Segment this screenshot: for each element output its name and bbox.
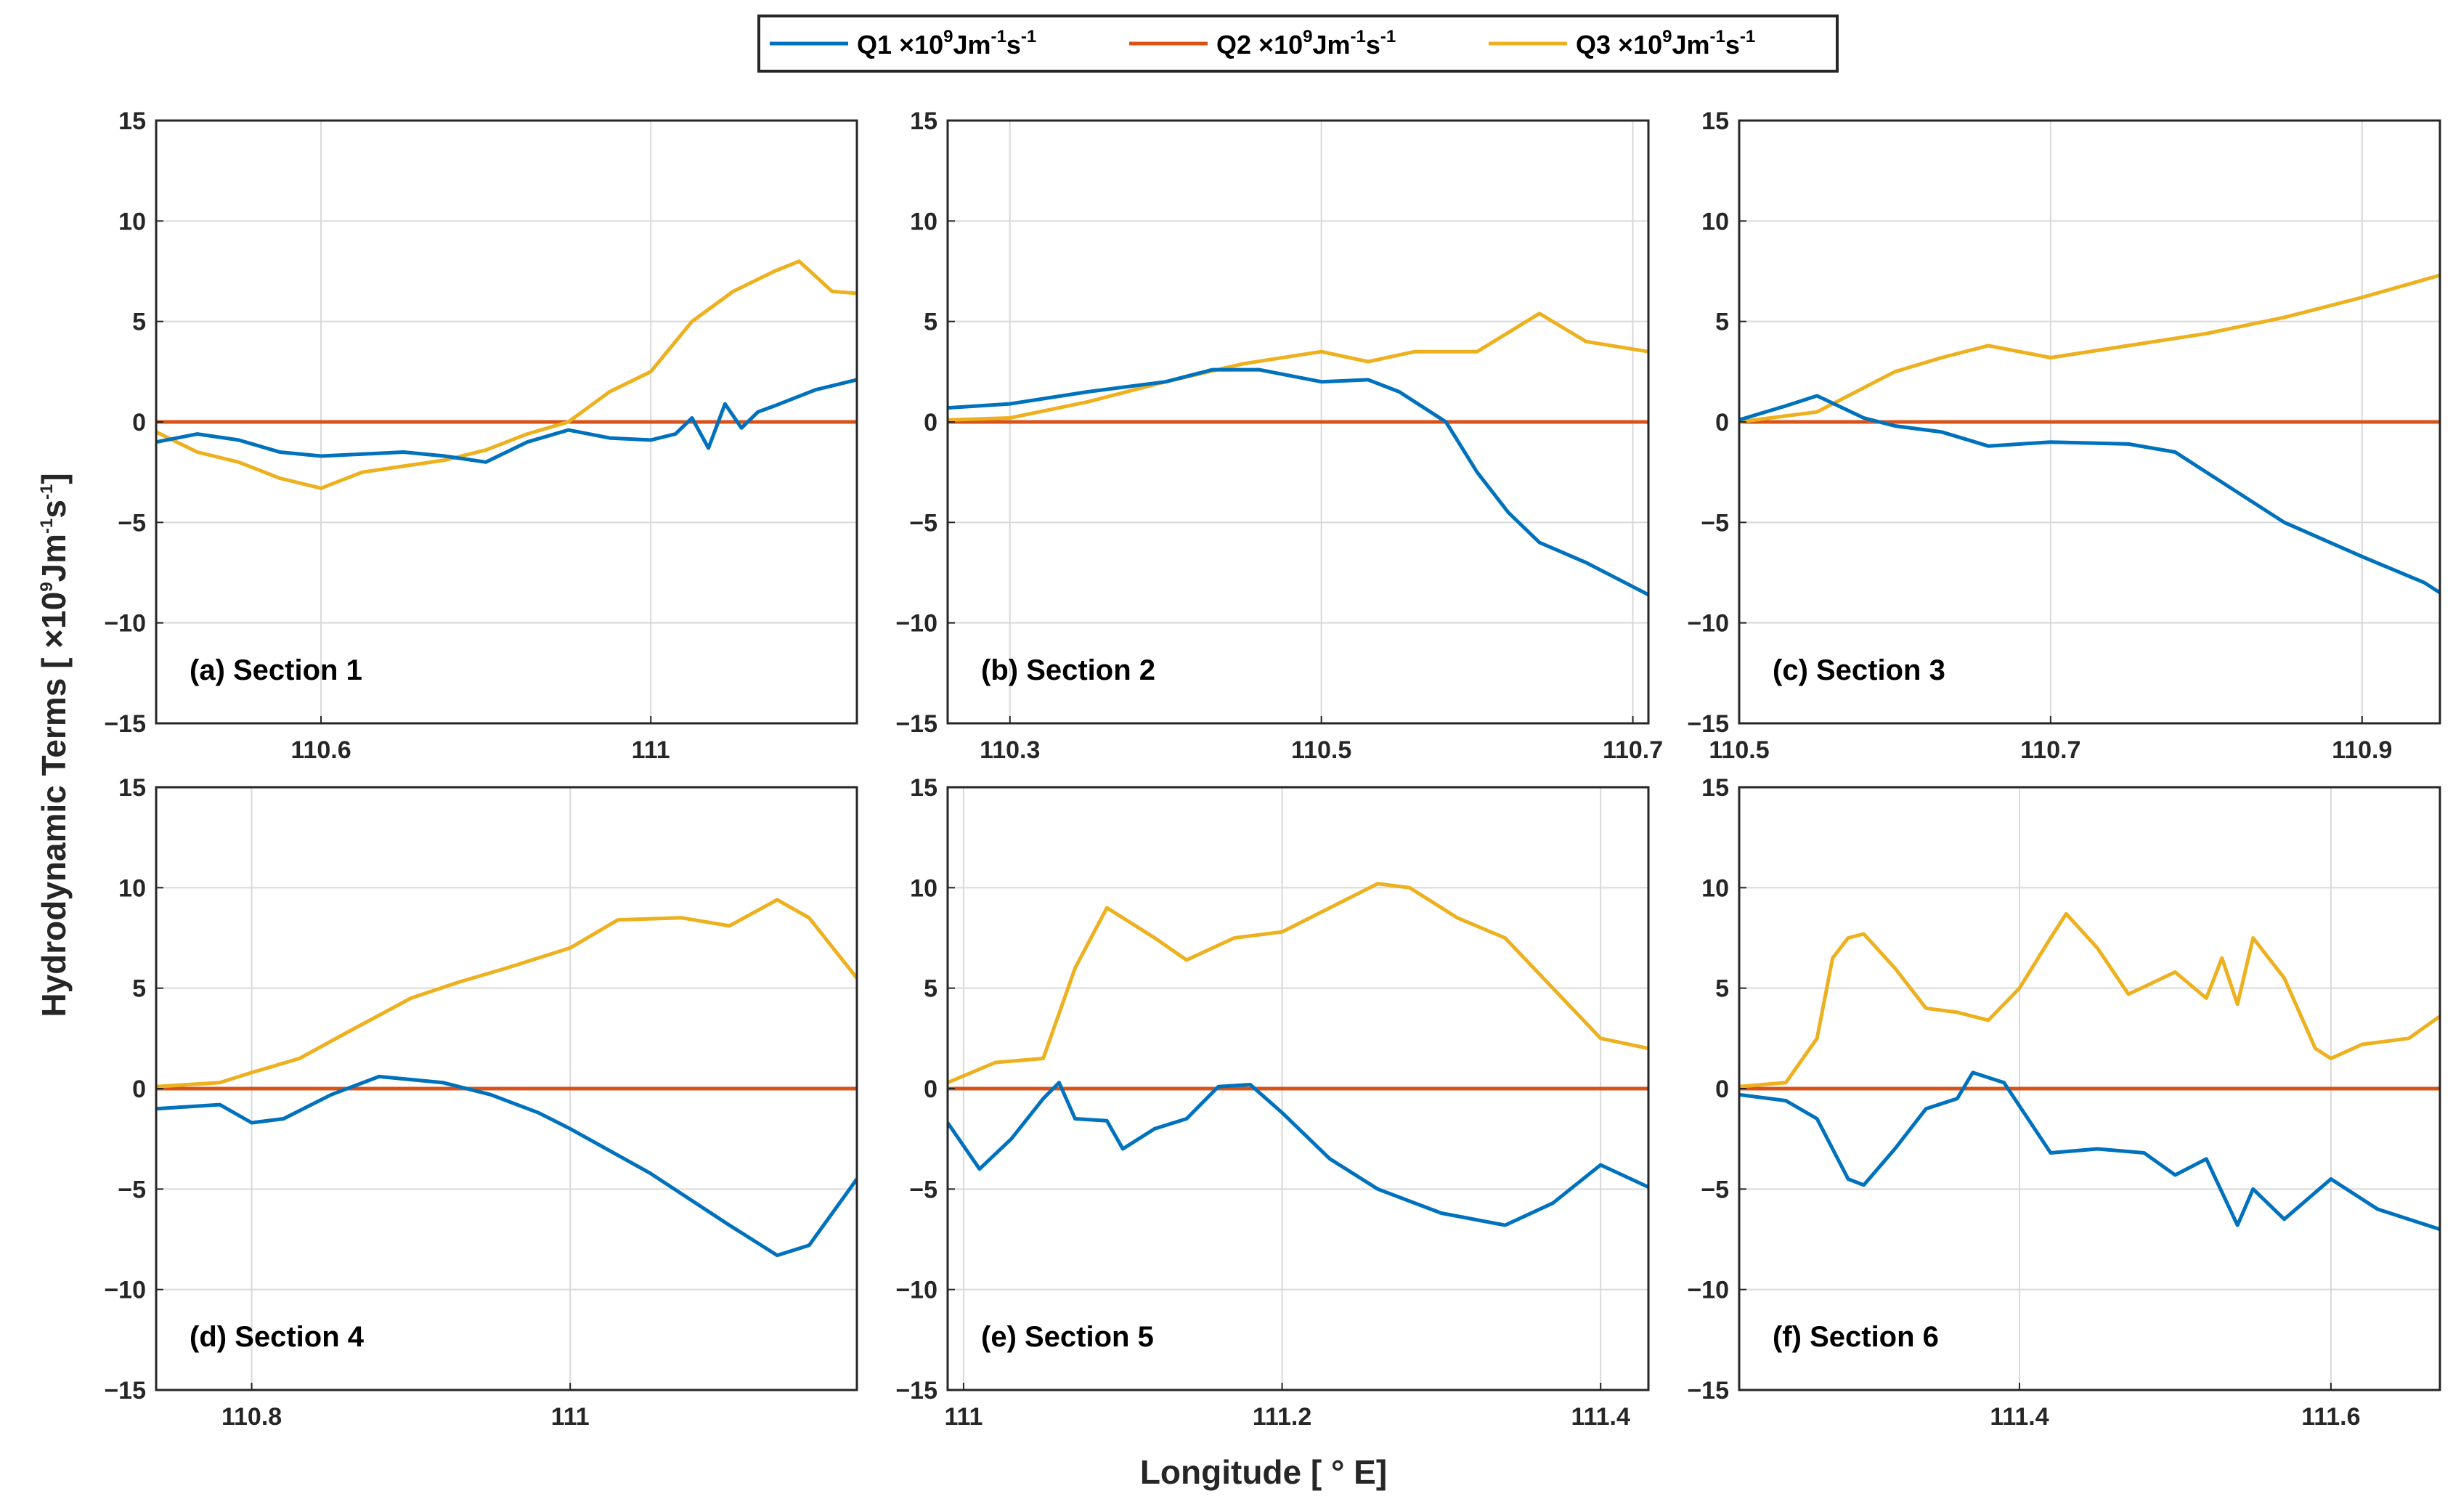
panel-5-ytick-label: 5 [1715, 975, 1729, 1003]
panel-2-ytick-label: 5 [1715, 309, 1729, 336]
panel-0-ytick-label: 5 [132, 309, 146, 336]
panel-3-ytick-label: 0 [132, 1076, 146, 1103]
panel-1-ytick-label: −5 [909, 509, 937, 537]
panel-5-xtick-label: 111.4 [1990, 1403, 2049, 1431]
panel-3-ytick-label: 10 [118, 874, 146, 902]
panel-1-xtick-label: 110.5 [1291, 736, 1351, 764]
panel-5-title: (f) Section 6 [1773, 1321, 1939, 1353]
panel-0-ytick-label: −15 [104, 710, 146, 738]
panel-5-ytick-label: 0 [1715, 1076, 1729, 1103]
panel-2-xtick-label: 110.5 [1709, 736, 1769, 764]
panel-5-ytick-label: 10 [1701, 874, 1729, 902]
panel-4-series-q1 [948, 1081, 1648, 1227]
panel-0-ytick-label: 15 [118, 107, 146, 135]
legend-label-q1: Q1 ×109Jm-1s-1 [857, 27, 1036, 60]
panel-1-title: (b) Section 2 [981, 654, 1155, 686]
panel-5-ytick-label: −15 [1687, 1377, 1729, 1405]
panel-0-ytick-label: −10 [104, 610, 146, 638]
panel-2-xtick-label: 110.7 [2020, 736, 2080, 764]
panel-1-ytick-label: −10 [895, 610, 937, 638]
panel-3-xtick-label: 111 [551, 1403, 590, 1431]
panel-2-series-q3 [1739, 273, 2440, 424]
panel-b: −15 −10 −5 0 5 10 15 110.3 110.5 110.7 (b) Section… [895, 107, 1663, 764]
y-axis-label: Hydrodynamic Terms [ ×109Jm-1s-1] [35, 473, 73, 1017]
panel-2-xtick-label: 110.9 [2332, 736, 2392, 764]
panel-0-title: (a) Section 1 [190, 654, 362, 686]
panel-4-ytick-label: −5 [909, 1176, 937, 1203]
panel-0-ytick-label: −5 [118, 509, 146, 537]
panel-5-series-q3 [1739, 911, 2440, 1089]
panel-4-xtick-label: 111.4 [1571, 1403, 1630, 1431]
panel-1-ytick-label: 15 [910, 107, 937, 135]
panel-a: −15 −10 −5 0 5 10 15 110.6 111 (a) Section 1 [104, 107, 858, 764]
panel-1-xtick-label: 110.3 [980, 736, 1040, 764]
panel-4-ytick-label: 5 [924, 975, 937, 1003]
panel-3-ytick-label: 5 [132, 975, 146, 1003]
panel-3-series-q1 [156, 1074, 857, 1258]
panel-2-ytick-label: −5 [1701, 509, 1729, 537]
panel-1-xtick-label: 110.7 [1603, 736, 1663, 764]
panel-4-xtick-label: 111.2 [1253, 1403, 1311, 1431]
panel-1-series-q1 [948, 367, 1648, 597]
panel-2-title: (c) Section 3 [1773, 654, 1945, 686]
panel-3-ytick-label: −10 [104, 1277, 146, 1304]
panel-3-xtick-label: 110.8 [221, 1403, 282, 1431]
panel-4-ytick-label: −15 [895, 1377, 937, 1405]
panel-4-title: (e) Section 5 [981, 1321, 1154, 1353]
panel-4-ytick-label: 10 [910, 874, 937, 902]
legend-label-q2: Q2 ×109Jm-1s-1 [1216, 27, 1396, 60]
panel-1-ytick-label: 0 [924, 409, 937, 436]
panel-3-ytick-label: −5 [118, 1176, 146, 1203]
panel-0-xtick-label: 111 [632, 736, 670, 764]
panel-2-ytick-label: 15 [1701, 107, 1729, 135]
legend: Q1 ×109Jm-1s-1 Q2 ×109Jm-1s-1 Q3 ×109Jm-… [757, 15, 1839, 73]
panel-e: −15 −10 −5 0 5 10 15 111 111.2 111.4 (e) Section 5 [895, 774, 1650, 1431]
panel-4-series-q3 [948, 882, 1648, 1085]
panel-1-ytick-label: 10 [910, 208, 937, 235]
panel-5-ytick-label: 15 [1701, 774, 1729, 802]
panel-3-ytick-label: −15 [104, 1377, 146, 1405]
panel-0-series-q3 [156, 259, 857, 490]
panel-2-ytick-label: 0 [1715, 409, 1729, 436]
panel-2-ytick-label: −10 [1687, 610, 1729, 638]
legend-label-q3: Q3 ×109Jm-1s-1 [1576, 27, 1755, 60]
panel-1-ytick-label: 5 [924, 309, 937, 336]
panel-2-ytick-label: 10 [1701, 208, 1729, 235]
panel-4-ytick-label: 15 [910, 774, 937, 802]
panel-3-ytick-label: 15 [118, 774, 146, 802]
panel-4-xtick-label: 111 [944, 1403, 983, 1431]
panel-5-series-q1 [1739, 1070, 2440, 1232]
panel-c: −15 −10 −5 0 5 10 15 110.5 110.7 110.9 (c) Section… [1687, 107, 2441, 764]
panel-2-ytick-label: −15 [1687, 710, 1729, 738]
panel-1-ytick-label: −15 [895, 710, 937, 738]
panel-5-ytick-label: −5 [1701, 1176, 1729, 1203]
panel-4-ytick-label: 0 [924, 1076, 937, 1103]
panel-5-xtick-label: 111.6 [2301, 1403, 2360, 1431]
panel-0-xtick-label: 110.6 [290, 736, 351, 764]
panel-4-ytick-label: −10 [895, 1277, 937, 1304]
panel-0-series-q1 [156, 378, 857, 464]
panel-3-title: (d) Section 4 [190, 1321, 365, 1353]
panel-3-series-q3 [156, 898, 857, 1089]
x-axis-label: Longitude [ ° E] [1140, 1453, 1387, 1491]
panel-0-ytick-label: 0 [132, 409, 146, 436]
panel-2-series-q1 [1739, 394, 2440, 595]
panel-f: −15 −10 −5 0 5 10 15 111.4 111.6 (f) Section 6 [1687, 774, 2441, 1431]
panel-d: −15 −10 −5 0 5 10 15 110.8 111 (d) Section 4 [104, 774, 858, 1431]
panel-0-ytick-label: 10 [118, 208, 146, 235]
legend-box [757, 15, 1839, 73]
panel-5-ytick-label: −10 [1687, 1277, 1729, 1304]
panel-1-series-q3 [948, 312, 1648, 422]
